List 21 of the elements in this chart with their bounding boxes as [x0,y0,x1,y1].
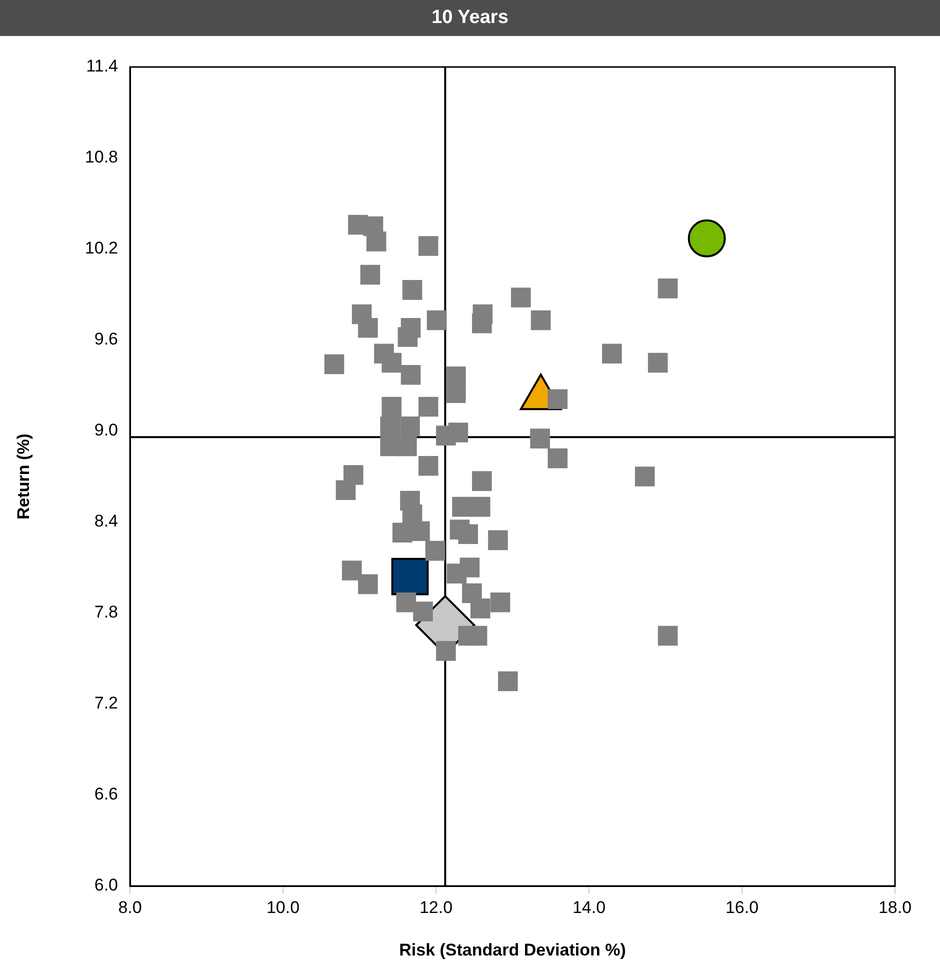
x-tick-label: 12.0 [419,898,453,917]
y-tick-label: 6.6 [94,784,118,804]
y-tick-label: 9.6 [94,330,118,349]
y-tick-label: 7.8 [94,602,118,622]
x-tick-label: 8.0 [118,898,142,917]
y-tick-label: 6.0 [94,876,118,895]
x-tick-label: 10.0 [266,898,300,917]
y-tick-label: 10.2 [84,238,118,258]
y-tick-label: 11.4 [86,56,118,76]
point [688,219,726,258]
x-tick-label: 16.0 [725,898,759,917]
x-tick-label: 14.0 [572,898,606,917]
y-tick-label: 7.2 [94,694,118,713]
y-tick-label: 9.0 [94,420,118,440]
x-tick-label: 18.0 [878,898,912,917]
point [391,558,429,596]
y-tick-label: 10.8 [84,148,118,167]
chart-title: 10 Years [0,0,940,36]
y-tick-label: 8.4 [94,512,118,531]
y-axis-title: Return (%) [14,434,33,520]
x-axis-title: Risk (Standard Deviation %) [399,940,626,960]
